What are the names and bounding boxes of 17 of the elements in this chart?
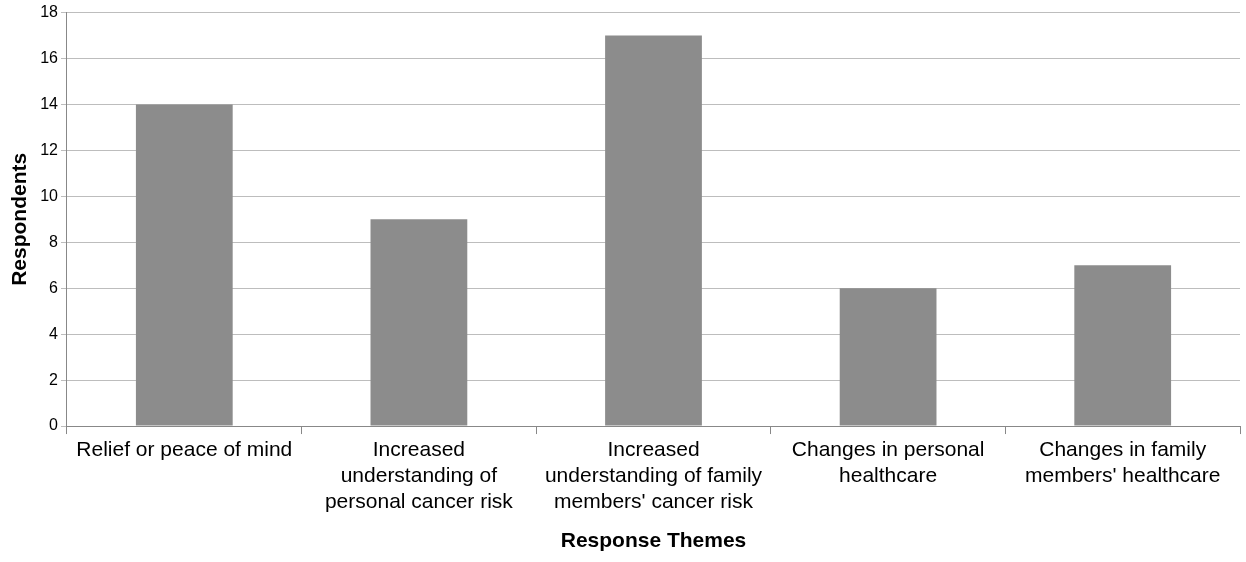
y-tick-label: 14	[40, 94, 59, 112]
y-tick-label: 0	[49, 416, 59, 434]
y-tick-label: 16	[40, 48, 59, 66]
y-tick-label: 8	[49, 232, 59, 250]
y-tick-label: 10	[40, 186, 59, 204]
x-tick-label: Increased understanding of family members' cancer risk	[544, 436, 763, 513]
x-tick-label: Increased understanding of personal cancer risk	[324, 436, 514, 513]
y-tick-label: 6	[49, 278, 59, 296]
y-axis-title: Respondents	[7, 152, 31, 286]
y-tick-label: 2	[49, 370, 59, 388]
y-tick-label: 12	[40, 140, 59, 158]
x-axis-title: Response Themes	[560, 528, 747, 552]
y-tick-label: 4	[49, 324, 59, 342]
x-tick-label: Changes in personal healthcare	[791, 436, 985, 487]
x-tick-label: Relief or peace of mind	[76, 436, 293, 460]
y-tick-label: 18	[40, 3, 59, 21]
x-tick-label: Changes in family members' healthcare	[1024, 436, 1221, 487]
